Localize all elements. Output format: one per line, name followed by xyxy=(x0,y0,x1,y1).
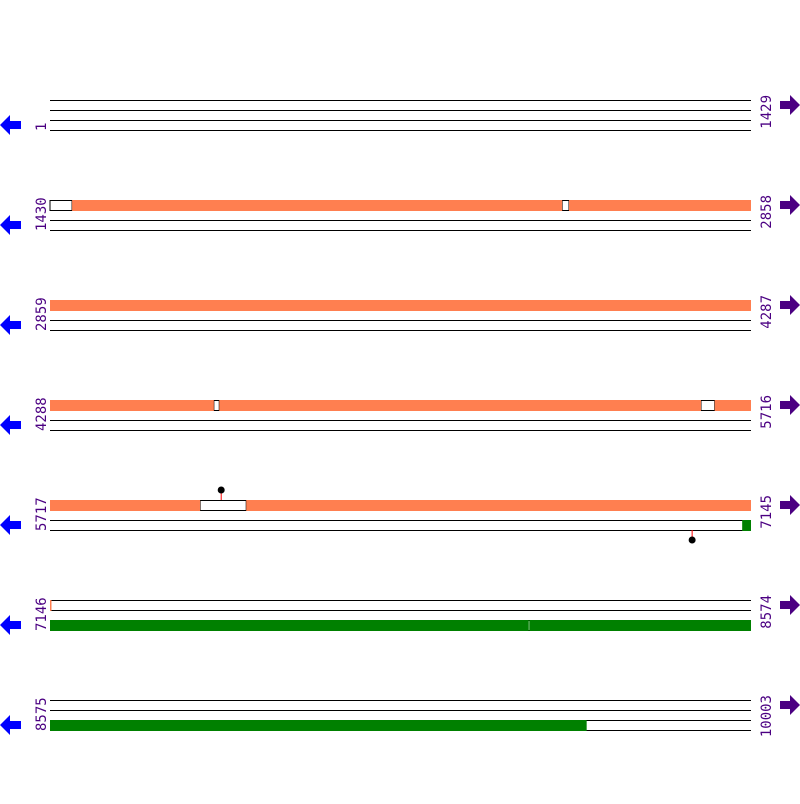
arrow-left-icon[interactable] xyxy=(0,415,21,435)
row-end-label: 7145 xyxy=(759,495,775,529)
row-end-label: 1429 xyxy=(759,95,775,129)
arrow-right-icon[interactable] xyxy=(780,395,800,415)
row-end-label: 8574 xyxy=(759,595,775,629)
gap-box xyxy=(700,400,716,411)
forward-feature[interactable] xyxy=(72,200,563,211)
row-start-label: 1430 xyxy=(34,197,50,231)
arrow-left-icon[interactable] xyxy=(0,515,21,535)
row-start-label: 4288 xyxy=(34,397,50,431)
arrow-left-icon[interactable] xyxy=(0,315,21,335)
row-end-label: 5716 xyxy=(759,395,775,429)
forward-feature[interactable] xyxy=(50,500,201,511)
forward-feature[interactable] xyxy=(50,400,214,411)
row-start-label: 2859 xyxy=(34,297,50,331)
row-end-label: 10003 xyxy=(759,695,775,737)
arrow-right-icon[interactable] xyxy=(780,495,800,515)
forward-feature[interactable] xyxy=(50,600,52,611)
reverse-feature[interactable] xyxy=(742,520,751,531)
arrow-right-icon[interactable] xyxy=(780,95,800,115)
marker-dot[interactable] xyxy=(688,536,696,544)
reverse-feature[interactable] xyxy=(50,720,587,731)
arrow-left-icon[interactable] xyxy=(0,715,21,735)
reverse-feature[interactable] xyxy=(529,620,751,631)
gap-box xyxy=(49,200,73,211)
forward-feature[interactable] xyxy=(50,300,751,311)
arrow-right-icon[interactable] xyxy=(780,695,800,715)
gap-box xyxy=(561,200,570,211)
reverse-feature[interactable] xyxy=(50,620,529,631)
arrow-left-icon[interactable] xyxy=(0,115,21,135)
gap-box xyxy=(199,500,247,511)
forward-feature[interactable] xyxy=(219,400,701,411)
arrow-left-icon[interactable] xyxy=(0,215,21,235)
arrow-left-icon[interactable] xyxy=(0,615,21,635)
arrow-right-icon[interactable] xyxy=(780,195,800,215)
row-end-label: 2858 xyxy=(759,195,775,229)
row-start-label: 5717 xyxy=(34,497,50,531)
row-start-label: 7146 xyxy=(34,597,50,631)
gap-box xyxy=(213,400,220,411)
marker-dot[interactable] xyxy=(217,486,225,494)
forward-feature[interactable] xyxy=(714,400,751,411)
arrow-right-icon[interactable] xyxy=(780,295,800,315)
forward-feature[interactable] xyxy=(569,200,751,211)
row-start-label: 8575 xyxy=(34,697,50,731)
arrow-right-icon[interactable] xyxy=(780,595,800,615)
forward-feature[interactable] xyxy=(246,500,751,511)
row-start-label: 1 xyxy=(34,123,50,131)
row-end-label: 4287 xyxy=(759,295,775,329)
